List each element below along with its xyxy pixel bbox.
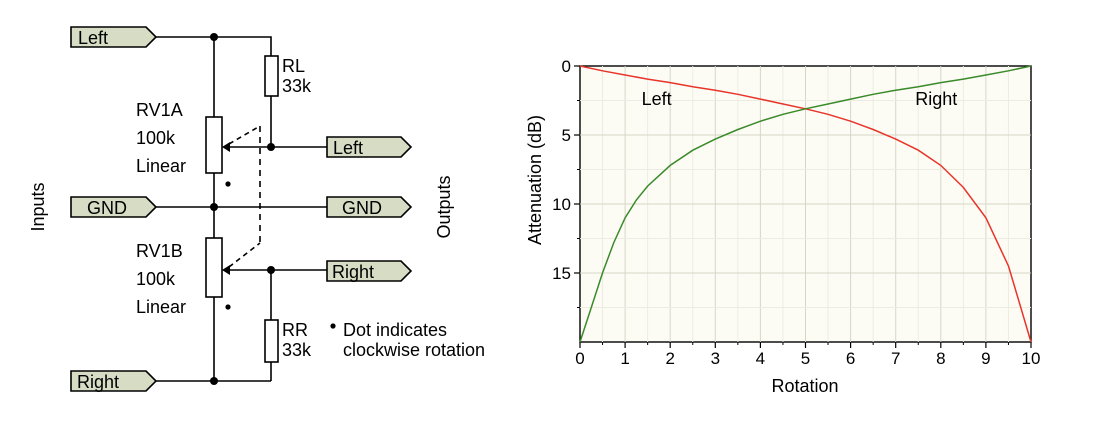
schematic-text: Left GND Right Left GND Right Inputs Out… — [28, 28, 485, 392]
y-tick-label: 5 — [562, 126, 571, 145]
x-tick-label: 7 — [891, 349, 900, 368]
attenuation-chart: 0 1 2 3 4 5 6 7 8 9 10 0 5 10 15 Left Right Rotation At… — [525, 57, 1040, 396]
port-label-out-left: Left — [333, 138, 363, 158]
pot-a-taper: Linear — [136, 156, 186, 176]
x-tick-label: 3 — [711, 349, 720, 368]
pot-b-value: 100k — [136, 269, 176, 289]
series-labels: Left Right — [642, 89, 958, 109]
port-label-in-right: Right — [77, 372, 119, 392]
resistor-rr-ref: RR — [282, 320, 308, 340]
y-tick-label: 10 — [552, 195, 571, 214]
x-tick-label: 6 — [846, 349, 855, 368]
resistor-rr-body — [264, 319, 279, 363]
x-axis-label: Rotation — [771, 376, 838, 396]
series-lines — [579, 65, 1032, 343]
resistor-rr-value: 33k — [282, 340, 312, 360]
note-line-2: clockwise rotation — [343, 340, 485, 360]
port-label-in-left: Left — [78, 28, 108, 48]
pot-rv1b-body — [205, 237, 223, 298]
note-line-1: Dot indicates — [343, 320, 447, 340]
series-line-right — [579, 65, 1032, 343]
pot-b-ref: RV1B — [136, 241, 183, 261]
schematic — [70, 26, 413, 392]
x-tick-label: 2 — [665, 349, 674, 368]
cw-dot-a — [225, 181, 231, 187]
pot-b-taper: Linear — [136, 297, 186, 317]
cw-dot-b — [225, 304, 231, 310]
port-label-in-gnd: GND — [87, 198, 127, 218]
output-port-right — [326, 260, 413, 282]
input-port-left — [70, 26, 158, 48]
x-tick-label: 8 — [936, 349, 945, 368]
pot-a-value: 100k — [136, 128, 176, 148]
x-tick-label: 10 — [1022, 349, 1041, 368]
x-tick-label: 0 — [575, 349, 584, 368]
port-label-out-gnd: GND — [342, 198, 382, 218]
resistor-rl-body — [264, 55, 279, 97]
grid — [580, 66, 1031, 342]
outputs-label: Outputs — [434, 175, 454, 238]
axis-ticks: 0 1 2 3 4 5 6 7 8 9 10 0 5 10 15 — [552, 57, 1040, 368]
series-label-left: Left — [642, 89, 672, 109]
pot-a-ref: RV1A — [136, 100, 183, 120]
x-tick-label: 1 — [620, 349, 629, 368]
inputs-label: Inputs — [28, 182, 48, 231]
wiper-arrow-b — [222, 265, 230, 275]
input-port-gnd — [70, 196, 158, 218]
x-tick-label: 5 — [801, 349, 810, 368]
note-dot — [330, 323, 336, 329]
resistor-rl-value: 33k — [282, 76, 312, 96]
series-label-right: Right — [915, 89, 957, 109]
wiper-arrow-a — [222, 142, 230, 152]
y-axis-label: Attenuation (dB) — [525, 115, 545, 245]
resistor-rl-ref: RL — [282, 56, 305, 76]
pot-rv1a-body — [205, 116, 223, 174]
junctions — [210, 33, 336, 385]
input-port-right — [70, 370, 158, 392]
y-tick-label: 15 — [552, 264, 571, 283]
output-port-left — [326, 136, 413, 158]
port-label-out-right: Right — [332, 262, 374, 282]
x-tick-label: 4 — [756, 349, 765, 368]
y-tick-label: 0 — [562, 57, 571, 76]
output-port-gnd — [326, 196, 413, 218]
x-tick-label: 9 — [981, 349, 990, 368]
